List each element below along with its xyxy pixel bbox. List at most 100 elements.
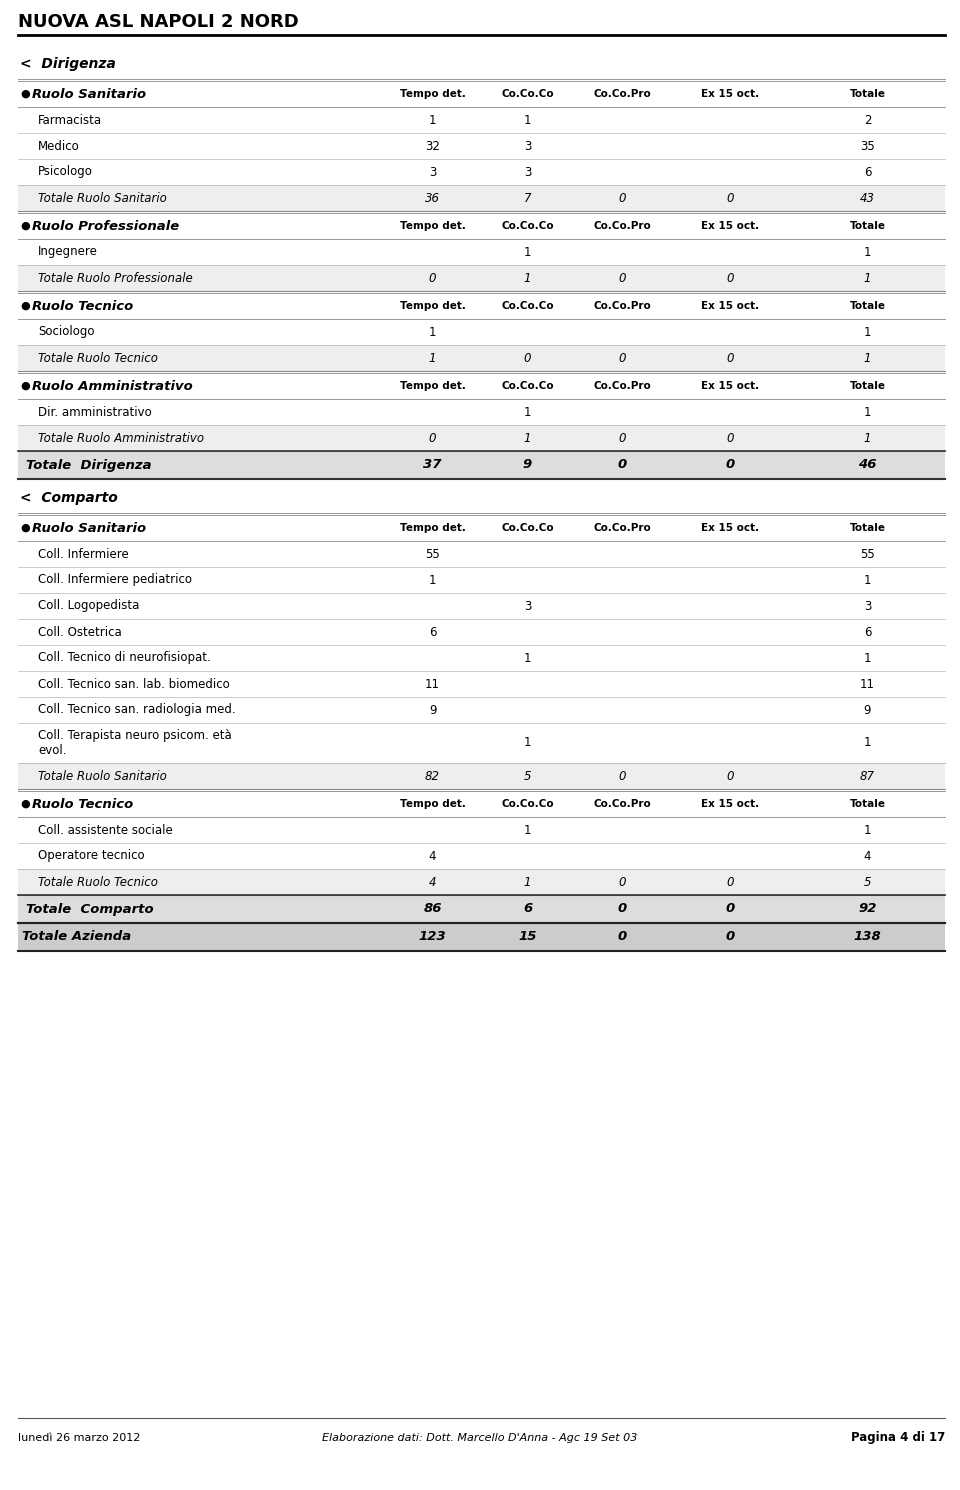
Text: Ex 15 oct.: Ex 15 oct. — [701, 89, 759, 98]
Text: 82: 82 — [425, 769, 440, 782]
Text: 46: 46 — [858, 459, 876, 471]
Text: 6: 6 — [523, 903, 532, 915]
Text: Totale: Totale — [850, 799, 885, 809]
Text: Ex 15 oct.: Ex 15 oct. — [701, 221, 759, 231]
Text: Ex 15 oct.: Ex 15 oct. — [701, 523, 759, 533]
Text: Coll. Infermiere pediatrico: Coll. Infermiere pediatrico — [38, 574, 192, 587]
Text: Ruolo Professionale: Ruolo Professionale — [32, 219, 180, 232]
Text: Psicologo: Psicologo — [38, 165, 93, 179]
Text: 11: 11 — [425, 678, 440, 690]
Text: Ruolo Amministrativo: Ruolo Amministrativo — [32, 380, 193, 392]
Bar — [18, 265, 945, 291]
Text: Operatore tecnico: Operatore tecnico — [38, 849, 145, 863]
Text: 6: 6 — [864, 626, 872, 639]
Text: 0: 0 — [619, 876, 626, 888]
Text: 138: 138 — [853, 930, 881, 943]
Text: 1: 1 — [524, 824, 531, 836]
Text: NUOVA ASL NAPOLI 2 NORD: NUOVA ASL NAPOLI 2 NORD — [18, 13, 299, 31]
Text: Co.Co.Pro: Co.Co.Pro — [593, 523, 652, 533]
Text: Coll. Logopedista: Coll. Logopedista — [38, 599, 139, 612]
Text: Totale  Comparto: Totale Comparto — [26, 903, 154, 915]
Text: Totale: Totale — [850, 523, 885, 533]
Text: Co.Co.Pro: Co.Co.Pro — [593, 301, 652, 311]
Text: Co.Co.Co: Co.Co.Co — [501, 799, 554, 809]
Text: 1: 1 — [864, 405, 872, 419]
Text: 123: 123 — [419, 930, 446, 943]
Text: 1: 1 — [864, 574, 872, 587]
Text: <  Dirigenza: < Dirigenza — [20, 57, 116, 72]
Text: Ex 15 oct.: Ex 15 oct. — [701, 381, 759, 390]
Text: 0: 0 — [618, 459, 627, 471]
Text: 4: 4 — [429, 876, 436, 888]
Text: 0: 0 — [726, 459, 734, 471]
Text: 5: 5 — [864, 876, 872, 888]
Text: Totale Ruolo Tecnico: Totale Ruolo Tecnico — [38, 876, 158, 888]
Text: Totale: Totale — [850, 221, 885, 231]
Text: 55: 55 — [860, 547, 875, 560]
Text: Tempo det.: Tempo det. — [399, 523, 466, 533]
Text: 0: 0 — [727, 271, 733, 285]
Text: 0: 0 — [727, 432, 733, 444]
Text: 1: 1 — [524, 432, 531, 444]
Text: ●: ● — [20, 89, 30, 98]
Text: Co.Co.Co: Co.Co.Co — [501, 523, 554, 533]
Text: 1: 1 — [429, 113, 436, 127]
Text: Coll. Tecnico san. radiologia med.: Coll. Tecnico san. radiologia med. — [38, 703, 235, 717]
Text: 0: 0 — [727, 876, 733, 888]
Text: 3: 3 — [429, 165, 436, 179]
Text: Tempo det.: Tempo det. — [399, 89, 466, 98]
Text: 1: 1 — [429, 325, 436, 338]
Bar — [18, 869, 945, 895]
Text: ●: ● — [20, 799, 30, 809]
Text: 0: 0 — [619, 769, 626, 782]
Text: 0: 0 — [727, 192, 733, 204]
Text: Co.Co.Pro: Co.Co.Pro — [593, 221, 652, 231]
Text: ●: ● — [20, 523, 30, 533]
Text: 1: 1 — [864, 246, 872, 258]
Bar — [18, 346, 945, 371]
Bar — [18, 425, 945, 451]
Text: 0: 0 — [524, 352, 531, 365]
Text: Coll. assistente sociale: Coll. assistente sociale — [38, 824, 173, 836]
Text: 7: 7 — [524, 192, 531, 204]
Text: Co.Co.Pro: Co.Co.Pro — [593, 381, 652, 390]
Text: ●: ● — [20, 381, 30, 390]
Text: ●: ● — [20, 301, 30, 311]
Text: Coll. Terapista neuro psicom. età
evol.: Coll. Terapista neuro psicom. età evol. — [38, 729, 231, 757]
Text: Ruolo Sanitario: Ruolo Sanitario — [32, 522, 146, 535]
Text: Elaborazione dati: Dott. Marcello D'Anna - Agc 19 Set 03: Elaborazione dati: Dott. Marcello D'Anna… — [323, 1433, 637, 1442]
Text: Coll. Ostetrica: Coll. Ostetrica — [38, 626, 122, 639]
Text: 9: 9 — [523, 459, 532, 471]
Text: Totale: Totale — [850, 89, 885, 98]
Text: 0: 0 — [619, 271, 626, 285]
Text: <  Comparto: < Comparto — [20, 492, 118, 505]
Text: 1: 1 — [864, 651, 872, 665]
Text: 3: 3 — [524, 165, 531, 179]
Text: 11: 11 — [860, 678, 875, 690]
Bar — [18, 763, 945, 790]
Text: 0: 0 — [619, 192, 626, 204]
Text: Sociologo: Sociologo — [38, 325, 94, 338]
Text: Co.Co.Co: Co.Co.Co — [501, 89, 554, 98]
Text: Totale Ruolo Tecnico: Totale Ruolo Tecnico — [38, 352, 158, 365]
Text: Co.Co.Co: Co.Co.Co — [501, 301, 554, 311]
Text: 0: 0 — [726, 903, 734, 915]
Text: 1: 1 — [429, 352, 436, 365]
Text: 55: 55 — [425, 547, 440, 560]
Text: 1: 1 — [524, 876, 531, 888]
Text: Tempo det.: Tempo det. — [399, 301, 466, 311]
Text: 1: 1 — [524, 651, 531, 665]
Text: Ex 15 oct.: Ex 15 oct. — [701, 301, 759, 311]
Text: 1: 1 — [864, 325, 872, 338]
Text: 1: 1 — [524, 246, 531, 258]
Text: Farmacista: Farmacista — [38, 113, 102, 127]
Text: Coll. Tecnico san. lab. biomedico: Coll. Tecnico san. lab. biomedico — [38, 678, 229, 690]
Text: 32: 32 — [425, 140, 440, 152]
Text: Totale Ruolo Sanitario: Totale Ruolo Sanitario — [38, 192, 167, 204]
Text: 2: 2 — [864, 113, 872, 127]
Text: 37: 37 — [423, 459, 442, 471]
Text: Tempo det.: Tempo det. — [399, 799, 466, 809]
Text: Ruolo Tecnico: Ruolo Tecnico — [32, 299, 133, 313]
Text: Ruolo Sanitario: Ruolo Sanitario — [32, 88, 146, 100]
Text: 86: 86 — [423, 903, 442, 915]
